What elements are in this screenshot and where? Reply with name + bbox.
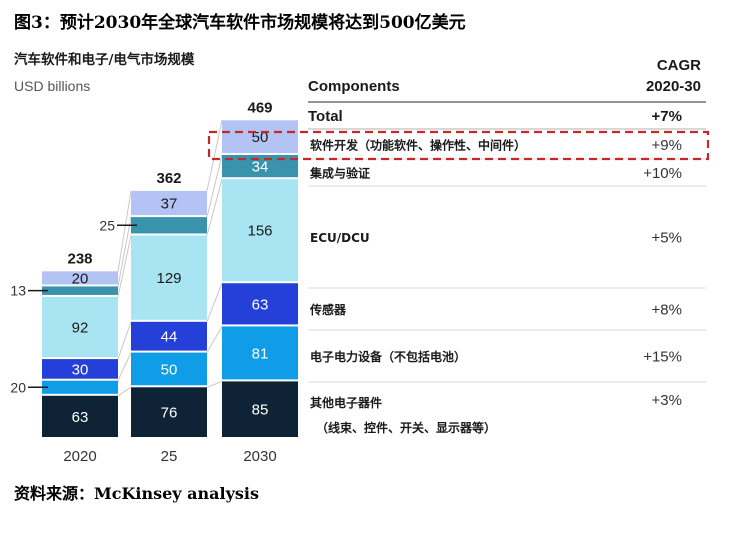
component-cagr: +10% xyxy=(643,165,682,182)
x-tick-label: 2030 xyxy=(243,448,276,465)
bar-segment-2020-series-5 xyxy=(42,271,118,285)
components-header: Components xyxy=(308,78,400,95)
segment-label: 92 xyxy=(72,320,89,337)
bar-segment-2030-series-2 xyxy=(222,283,298,325)
market-size-chart: 汽车软件和电子/电气市场规模 USD billions Components C… xyxy=(10,51,710,465)
bar-segment-2020-series-4 xyxy=(42,286,118,295)
component-row: 电子电力设备（不包括电池） +15% xyxy=(308,349,706,383)
bar-segment-25-series-2 xyxy=(131,321,207,351)
segment-label: 50 xyxy=(252,129,269,146)
component-cagr: +15% xyxy=(643,349,682,366)
component-cagr: +3% xyxy=(652,392,682,409)
segment-label: 63 xyxy=(72,409,89,426)
outside-segment-label: 25 xyxy=(99,217,115,233)
bar-segment-2020-series-3 xyxy=(42,296,118,358)
segment-label: 63 xyxy=(252,296,269,313)
bar-segment-25-series-4 xyxy=(131,217,207,234)
segment-label: 44 xyxy=(161,329,178,346)
connector-line xyxy=(206,326,223,353)
segment-label: 30 xyxy=(72,361,89,378)
segment-label: 37 xyxy=(161,196,178,213)
connector-line xyxy=(206,179,223,236)
component-cagr: +8% xyxy=(652,302,682,319)
connector-line xyxy=(206,380,223,388)
bar-segment-2020-series-0 xyxy=(42,395,118,437)
connector-line xyxy=(206,283,223,323)
component-row: 集成与验证 +10% xyxy=(308,165,706,187)
outside-segment-label: 20 xyxy=(10,379,26,395)
bar-total-label: 238 xyxy=(67,250,92,267)
connector-line xyxy=(117,321,132,360)
bar-segment-25-series-5 xyxy=(131,190,207,216)
y-axis-unit: USD billions xyxy=(14,78,90,94)
connector-line xyxy=(117,386,132,397)
bar-segment-2030-series-3 xyxy=(222,179,298,282)
connector-line xyxy=(117,235,132,298)
total-label: Total xyxy=(308,108,343,125)
component-name: 软件开发（功能软件、操作性、中间件） xyxy=(310,138,526,153)
component-row: 其他电子器件 （线束、控件、开关、显示器等） +3% xyxy=(310,392,682,435)
component-name: 其他电子器件 xyxy=(310,395,382,410)
component-row: ECU/DCU +5% xyxy=(308,230,706,289)
connector-line xyxy=(206,120,223,192)
connector-line xyxy=(117,190,132,272)
highlight-box xyxy=(207,130,710,161)
connector-line xyxy=(117,352,132,381)
source-note: 资料来源：McKinsey analysis xyxy=(14,484,259,503)
cagr-header-line1: CAGR xyxy=(657,57,701,74)
connector-line xyxy=(117,217,132,287)
segment-label: 156 xyxy=(247,223,272,240)
chart-subtitle: 汽车软件和电子/电气市场规模 xyxy=(14,51,195,68)
component-name-note: （线束、控件、开关、显示器等） xyxy=(316,420,496,435)
bar-segment-25-series-3 xyxy=(131,235,207,320)
bar-total-label: 469 xyxy=(247,99,272,116)
component-name: 电子电力设备（不包括电池） xyxy=(310,349,466,364)
segment-label: 20 xyxy=(72,270,89,287)
outside-segment-label: 13 xyxy=(10,283,26,299)
component-row: 软件开发（功能软件、操作性、中间件） +9% xyxy=(308,137,706,160)
bars-layer: 63 30 92 20 238 2020 76 50 44 129 37 362 25 85 81 63 156… xyxy=(10,99,298,465)
total-cagr: +7% xyxy=(652,108,682,125)
segment-label: 50 xyxy=(161,361,178,378)
bar-segment-2030-series-4 xyxy=(222,154,298,178)
component-name: 传感器 xyxy=(309,302,347,317)
component-cagr: +5% xyxy=(652,230,682,247)
legend-table: 软件开发（功能软件、操作性、中间件） +9% 集成与验证 +10% ECU/DCU +5%… xyxy=(207,130,710,435)
segment-label: 76 xyxy=(161,405,178,422)
component-name: 集成与验证 xyxy=(309,166,370,181)
bar-segment-25-series-1 xyxy=(131,352,207,386)
segment-label: 34 xyxy=(252,159,269,176)
connector-line xyxy=(206,154,223,218)
segment-label: 81 xyxy=(252,345,269,362)
bar-segment-2020-series-1 xyxy=(42,380,118,394)
bar-segment-2030-series-5 xyxy=(222,120,298,153)
component-cagr: +9% xyxy=(652,137,682,154)
segment-label: 129 xyxy=(156,270,181,287)
cagr-header-line2: 2020-30 xyxy=(646,78,701,95)
x-tick-label: 25 xyxy=(161,448,178,465)
figure-title: 图3：预计2030年全球汽车软件市场规模将达到500亿美元 xyxy=(14,13,466,33)
bar-segment-2030-series-1 xyxy=(222,326,298,380)
bar-segment-2030-series-0 xyxy=(222,381,298,437)
bar-total-label: 362 xyxy=(156,170,181,187)
bar-segment-25-series-0 xyxy=(131,387,207,437)
x-tick-label: 2020 xyxy=(63,448,96,465)
bar-segment-2020-series-2 xyxy=(42,359,118,379)
component-row: 传感器 +8% xyxy=(308,302,706,331)
segment-label: 85 xyxy=(252,402,269,419)
component-name: ECU/DCU xyxy=(310,231,370,245)
